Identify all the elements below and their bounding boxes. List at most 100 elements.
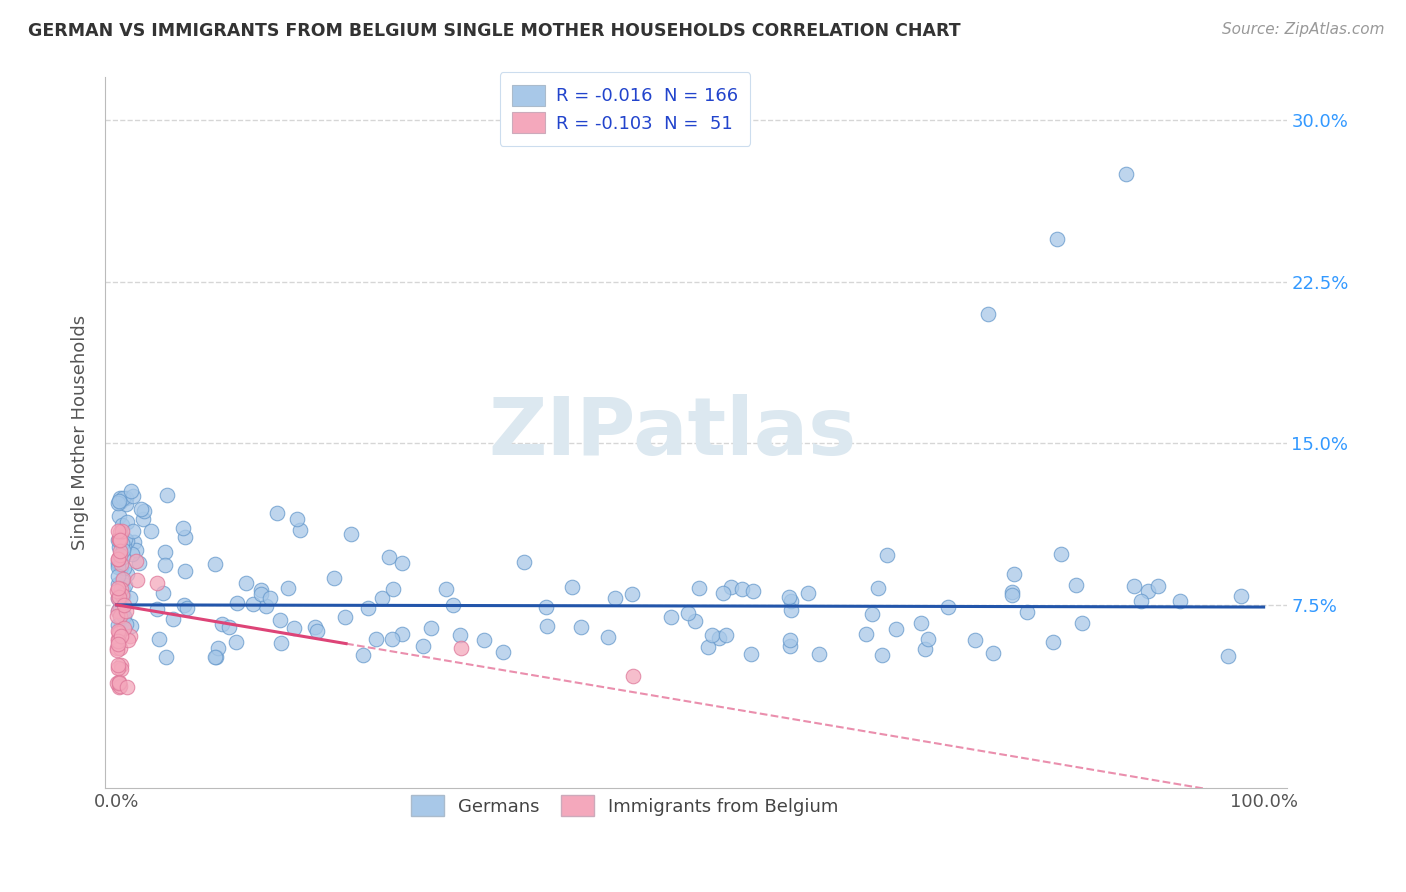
Point: [598, 630, 620, 644]
Point: [884, 622, 907, 636]
Point: [283, 621, 305, 635]
Point: [139, 524, 162, 538]
Point: [122, 489, 145, 503]
Point: [108, 508, 131, 523]
Point: [127, 574, 149, 588]
Point: [146, 576, 169, 591]
Point: [108, 599, 131, 614]
Point: [125, 542, 148, 557]
Point: [492, 645, 515, 659]
Point: [110, 582, 132, 596]
Point: [105, 676, 128, 690]
Point: [107, 581, 129, 595]
Point: [108, 495, 131, 509]
Point: [108, 641, 131, 656]
Point: [121, 524, 143, 539]
Point: [1130, 593, 1153, 607]
Point: [107, 568, 129, 582]
Point: [111, 588, 134, 602]
Point: [110, 573, 132, 587]
Point: [779, 603, 801, 617]
Point: [685, 614, 707, 628]
Point: [117, 633, 139, 648]
Point: [107, 604, 129, 618]
Point: [110, 629, 132, 643]
Point: [121, 547, 143, 561]
Point: [1064, 578, 1087, 592]
Point: [145, 601, 167, 615]
Point: [779, 639, 801, 653]
Point: [204, 557, 226, 571]
Point: [742, 584, 765, 599]
Point: [450, 640, 472, 655]
Point: [808, 648, 831, 662]
Point: [110, 544, 132, 558]
Point: [449, 628, 471, 642]
Point: [561, 580, 583, 594]
Point: [569, 620, 592, 634]
Point: [112, 549, 135, 564]
Point: [107, 657, 129, 672]
Text: GERMAN VS IMMIGRANTS FROM BELGIUM SINGLE MOTHER HOUSEHOLDS CORRELATION CHART: GERMAN VS IMMIGRANTS FROM BELGIUM SINGLE…: [28, 22, 960, 40]
Point: [352, 648, 374, 662]
Point: [1216, 648, 1239, 663]
Point: [259, 591, 281, 606]
Point: [1115, 167, 1137, 181]
Point: [419, 621, 441, 635]
Point: [107, 560, 129, 574]
Point: [218, 620, 240, 634]
Point: [412, 639, 434, 653]
Point: [108, 491, 131, 505]
Point: [117, 516, 139, 530]
Point: [371, 591, 394, 606]
Point: [207, 640, 229, 655]
Point: [156, 488, 179, 502]
Point: [936, 600, 959, 615]
Point: [115, 497, 138, 511]
Point: [381, 632, 404, 646]
Point: [917, 632, 939, 646]
Point: [333, 610, 356, 624]
Point: [110, 558, 132, 572]
Point: [339, 527, 361, 541]
Point: [114, 533, 136, 547]
Point: [155, 558, 177, 573]
Point: [152, 586, 174, 600]
Point: [688, 581, 710, 595]
Point: [110, 560, 132, 574]
Point: [107, 555, 129, 569]
Point: [107, 577, 129, 591]
Point: [110, 615, 132, 630]
Point: [122, 535, 145, 549]
Point: [173, 599, 195, 613]
Point: [226, 596, 249, 610]
Point: [378, 549, 401, 564]
Point: [107, 624, 129, 639]
Point: [1146, 579, 1168, 593]
Point: [105, 584, 128, 599]
Point: [108, 589, 131, 603]
Point: [1046, 232, 1069, 246]
Point: [513, 555, 536, 569]
Point: [391, 627, 413, 641]
Point: [697, 640, 720, 654]
Point: [1001, 584, 1024, 599]
Point: [876, 548, 898, 562]
Point: [707, 632, 730, 646]
Point: [110, 547, 132, 561]
Point: [266, 506, 288, 520]
Point: [977, 307, 1000, 321]
Point: [108, 533, 131, 547]
Point: [112, 560, 135, 574]
Point: [711, 586, 734, 600]
Point: [107, 590, 129, 604]
Point: [107, 533, 129, 548]
Point: [112, 589, 135, 603]
Point: [134, 504, 156, 518]
Point: [111, 535, 134, 549]
Point: [659, 609, 682, 624]
Point: [1137, 583, 1160, 598]
Point: [108, 533, 131, 547]
Point: [118, 629, 141, 643]
Point: [740, 647, 762, 661]
